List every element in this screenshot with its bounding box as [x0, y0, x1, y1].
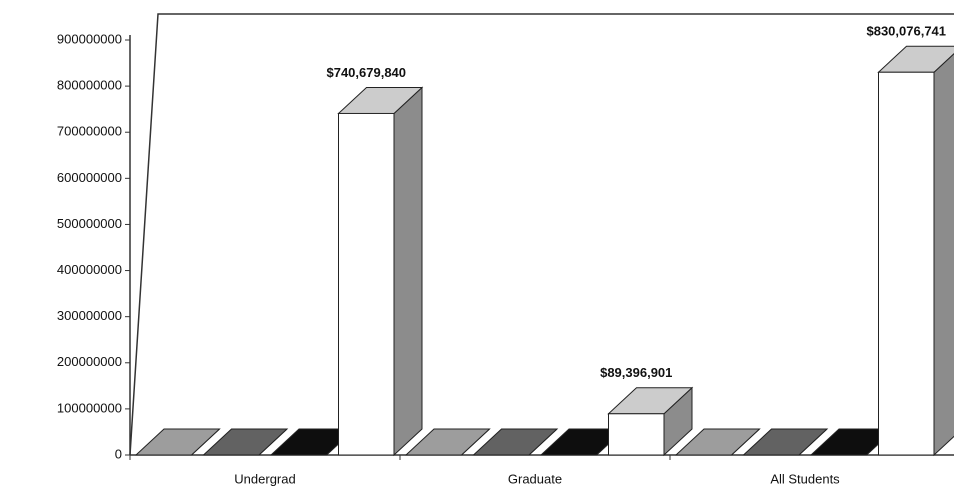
y-tick-label: 300000000: [57, 308, 122, 323]
y-tick-label: 500000000: [57, 216, 122, 231]
bar-side: [934, 46, 954, 455]
bar: [339, 87, 423, 455]
y-tick-label: 200000000: [57, 354, 122, 369]
value-label: $830,076,741: [866, 24, 946, 39]
y-tick-label: 900000000: [57, 31, 122, 46]
x-tick-label: Graduate: [508, 471, 562, 486]
bar-front: [609, 414, 665, 455]
value-label: $89,396,901: [600, 365, 672, 380]
value-label: $740,679,840: [326, 65, 406, 80]
bar-front: [339, 113, 395, 455]
bar-front: [879, 72, 935, 455]
y-tick-label: 700000000: [57, 124, 122, 139]
x-tick-label: Undergrad: [234, 471, 295, 486]
bar-side: [394, 87, 422, 455]
x-tick-label: All Students: [770, 471, 840, 486]
bar: [879, 46, 954, 455]
back-wall: [130, 14, 954, 455]
y-tick-label: 0: [115, 446, 122, 461]
y-tick-label: 600000000: [57, 170, 122, 185]
y-tick-label: 400000000: [57, 262, 122, 277]
y-tick-label: 100000000: [57, 400, 122, 415]
y-tick-label: 800000000: [57, 78, 122, 93]
bar: [609, 388, 693, 455]
